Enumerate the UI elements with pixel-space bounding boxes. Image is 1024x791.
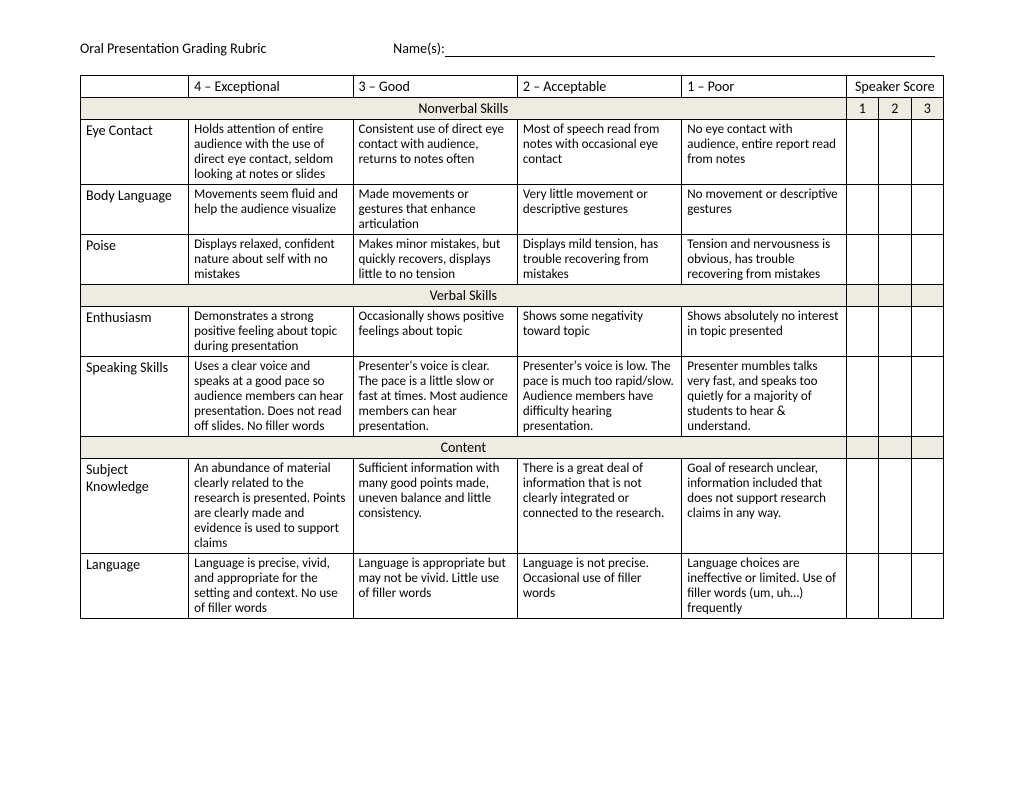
score-cell[interactable] bbox=[879, 459, 911, 554]
score-cell[interactable] bbox=[879, 235, 911, 285]
criteria-row: Subject KnowledgeAn abundance of materia… bbox=[81, 459, 944, 554]
criteria-row: LanguageLanguage is precise, vivid, and … bbox=[81, 554, 944, 619]
section-title: Content bbox=[81, 437, 847, 459]
level-cell: Movements seem fluid and help the audien… bbox=[189, 185, 353, 235]
level-cell: Demonstrates a strong positive feeling a… bbox=[189, 307, 353, 357]
level-cell: Tension and nervousness is obvious, has … bbox=[682, 235, 846, 285]
score-cell[interactable] bbox=[846, 554, 878, 619]
score-cell[interactable] bbox=[846, 459, 878, 554]
score-cell[interactable] bbox=[846, 307, 878, 357]
criteria-name: Speaking Skills bbox=[81, 357, 189, 437]
level-cell: Language is precise, vivid, and appropri… bbox=[189, 554, 353, 619]
level-cell: Made movements or gestures that enhance … bbox=[353, 185, 517, 235]
level-cell: Presenter's voice is low. The pace is mu… bbox=[517, 357, 681, 437]
level-cell: Presenter's voice is clear. The pace is … bbox=[353, 357, 517, 437]
level-cell: Most of speech read from notes with occa… bbox=[517, 120, 681, 185]
score-cell[interactable] bbox=[879, 554, 911, 619]
level-cell: Presenter mumbles talks very fast, and s… bbox=[682, 357, 846, 437]
section-row: Verbal Skills bbox=[81, 285, 944, 307]
names-label: Name(s): bbox=[393, 40, 445, 57]
level-cell: Displays relaxed, confident nature about… bbox=[189, 235, 353, 285]
criteria-name: Body Language bbox=[81, 185, 189, 235]
level-cell: No movement or descriptive gestures bbox=[682, 185, 846, 235]
score-cell[interactable] bbox=[911, 357, 943, 437]
score-cell[interactable] bbox=[846, 185, 878, 235]
level-cell: Goal of research unclear, information in… bbox=[682, 459, 846, 554]
criteria-row: Speaking SkillsUses a clear voice and sp… bbox=[81, 357, 944, 437]
score-cell[interactable] bbox=[846, 357, 878, 437]
rubric-title: Oral Presentation Grading Rubric bbox=[80, 40, 390, 57]
section-row: Content bbox=[81, 437, 944, 459]
criteria-name: Enthusiasm bbox=[81, 307, 189, 357]
score-cell[interactable] bbox=[911, 459, 943, 554]
page-header: Oral Presentation Grading Rubric Name(s)… bbox=[80, 40, 944, 57]
score-blank bbox=[846, 437, 878, 459]
header-blank bbox=[81, 76, 189, 98]
rubric-table: 4 – Exceptional 3 – Good 2 – Acceptable … bbox=[80, 75, 944, 619]
level-cell: Shows some negativity toward topic bbox=[517, 307, 681, 357]
level-cell: Occasionally shows positive feelings abo… bbox=[353, 307, 517, 357]
level-cell: Very little movement or descriptive gest… bbox=[517, 185, 681, 235]
criteria-row: EnthusiasmDemonstrates a strong positive… bbox=[81, 307, 944, 357]
score-cell[interactable] bbox=[879, 357, 911, 437]
score-header-1: 1 bbox=[846, 98, 878, 120]
score-cell[interactable] bbox=[911, 235, 943, 285]
header-speaker-score: Speaker Score bbox=[846, 76, 943, 98]
level-cell: Shows absolutely no interest in topic pr… bbox=[682, 307, 846, 357]
level-cell: Displays mild tension, has trouble recov… bbox=[517, 235, 681, 285]
header-level4: 4 – Exceptional bbox=[189, 76, 353, 98]
level-cell: An abundance of material clearly related… bbox=[189, 459, 353, 554]
level-cell: Holds attention of entire audience with … bbox=[189, 120, 353, 185]
header-level2: 2 – Acceptable bbox=[517, 76, 681, 98]
score-blank bbox=[879, 437, 911, 459]
level-cell: Sufficient information with many good po… bbox=[353, 459, 517, 554]
level-cell: Language choices are ineffective or limi… bbox=[682, 554, 846, 619]
criteria-name: Eye Contact bbox=[81, 120, 189, 185]
criteria-name: Poise bbox=[81, 235, 189, 285]
section-title: Verbal Skills bbox=[81, 285, 847, 307]
level-cell: There is a great deal of information tha… bbox=[517, 459, 681, 554]
header-level3: 3 – Good bbox=[353, 76, 517, 98]
names-input-line[interactable] bbox=[445, 56, 935, 57]
header-row-1: 4 – Exceptional 3 – Good 2 – Acceptable … bbox=[81, 76, 944, 98]
criteria-name: Language bbox=[81, 554, 189, 619]
score-blank bbox=[911, 437, 943, 459]
level-cell: No eye contact with audience, entire rep… bbox=[682, 120, 846, 185]
level-cell: Consistent use of direct eye contact wit… bbox=[353, 120, 517, 185]
level-cell: Language is appropriate but may not be v… bbox=[353, 554, 517, 619]
score-blank bbox=[846, 285, 878, 307]
score-blank bbox=[911, 285, 943, 307]
score-cell[interactable] bbox=[911, 120, 943, 185]
score-cell[interactable] bbox=[846, 120, 878, 185]
score-header-3: 3 bbox=[911, 98, 943, 120]
score-cell[interactable] bbox=[846, 235, 878, 285]
level-cell: Uses a clear voice and speaks at a good … bbox=[189, 357, 353, 437]
criteria-row: PoiseDisplays relaxed, confident nature … bbox=[81, 235, 944, 285]
section-row: Nonverbal Skills123 bbox=[81, 98, 944, 120]
section-title: Nonverbal Skills bbox=[81, 98, 847, 120]
criteria-name: Subject Knowledge bbox=[81, 459, 189, 554]
score-cell[interactable] bbox=[911, 554, 943, 619]
score-cell[interactable] bbox=[879, 185, 911, 235]
criteria-row: Eye ContactHolds attention of entire aud… bbox=[81, 120, 944, 185]
level-cell: Makes minor mistakes, but quickly recove… bbox=[353, 235, 517, 285]
score-cell[interactable] bbox=[879, 307, 911, 357]
level-cell: Language is not precise. Occasional use … bbox=[517, 554, 681, 619]
score-header-2: 2 bbox=[879, 98, 911, 120]
score-cell[interactable] bbox=[879, 120, 911, 185]
criteria-row: Body LanguageMovements seem fluid and he… bbox=[81, 185, 944, 235]
score-blank bbox=[879, 285, 911, 307]
header-level1: 1 – Poor bbox=[682, 76, 846, 98]
score-cell[interactable] bbox=[911, 307, 943, 357]
score-cell[interactable] bbox=[911, 185, 943, 235]
